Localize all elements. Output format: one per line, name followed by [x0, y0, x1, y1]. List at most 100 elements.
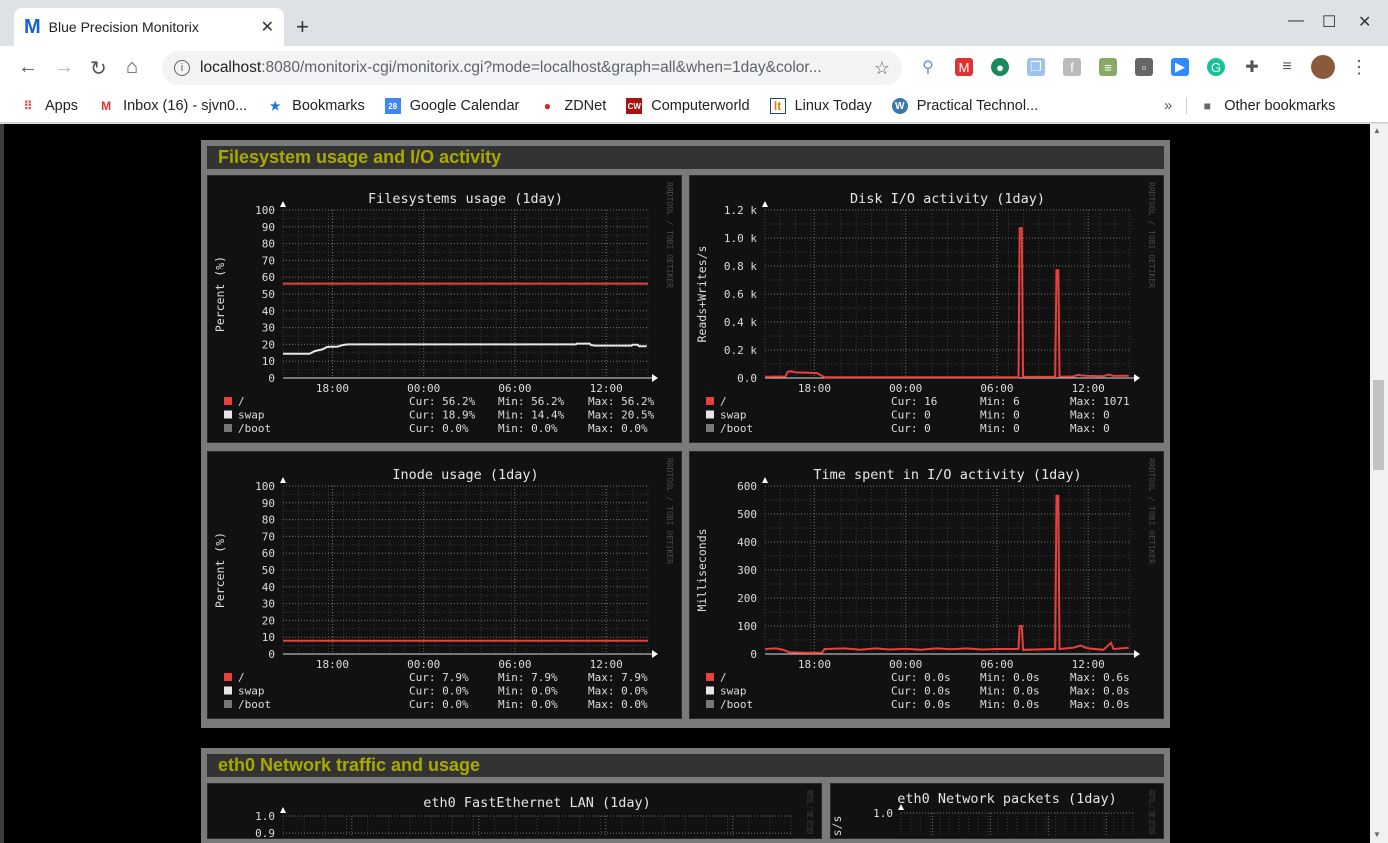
- x-tick-label: 18:00: [316, 658, 349, 671]
- y-tick-label: 50: [262, 564, 275, 577]
- home-button[interactable]: ⌂: [126, 56, 139, 78]
- bookmark-google-calendar[interactable]: 28 Google Calendar: [384, 98, 520, 114]
- y-axis-label: s/s: [831, 816, 844, 837]
- copy-extension-icon[interactable]: ❐: [1027, 58, 1045, 76]
- close-window-button[interactable]: ✕: [1358, 14, 1372, 31]
- bookmark-label: Google Calendar: [409, 98, 520, 114]
- legend-max: Max: 0.0s: [1070, 698, 1130, 711]
- rrdtool-watermark: RRDTOOL / TOBI OETIKER: [1147, 182, 1156, 288]
- bookmark-apps[interactable]: ⠿ Apps: [20, 98, 78, 114]
- legend-min: Min: 0.0s: [980, 671, 1040, 684]
- y-tick-label: 0: [750, 648, 757, 661]
- y-axis-label: Reads+Writes/s: [695, 246, 709, 343]
- y-tick-label: 0.9: [255, 827, 275, 838]
- y-axis-arrow-icon: [280, 201, 286, 207]
- y-axis-label: Percent (%): [213, 256, 227, 332]
- x-tick-label: 06:00: [498, 382, 531, 395]
- legend-max: Max: 20.5%: [588, 409, 655, 422]
- browser-tab[interactable]: M Blue Precision Monitorix ✕: [14, 8, 284, 46]
- search-extension-icon[interactable]: ⚲: [922, 59, 934, 76]
- scrollbar-thumb[interactable]: [1373, 380, 1384, 470]
- media-control-icon[interactable]: ≡: [1282, 58, 1292, 75]
- chart-svg: 1.0 eth0 Network packets (1day) s/s RRDTOOL…: [830, 790, 1156, 837]
- vertical-scrollbar[interactable]: [1370, 124, 1388, 843]
- legend-label: /boot: [238, 422, 271, 435]
- reload-button[interactable]: ↻: [90, 58, 107, 80]
- y-tick-label: 60: [262, 271, 275, 284]
- y-tick-label: 30: [262, 598, 275, 611]
- grammarly-icon[interactable]: G: [1207, 58, 1225, 76]
- legend-min: Min: 0.0%: [498, 685, 558, 698]
- chart-disk-io-activity: 0.0 0.2 k 0.4 k 0.6 k 0.8 k 1.0 k 1.2 k Disk I/…: [689, 175, 1164, 443]
- books-extension-icon[interactable]: ≡: [1099, 58, 1117, 76]
- x-tick-label: 18:00: [316, 382, 349, 395]
- rrdtool-watermark: RRDTOOL / TOBI OETIKER: [1147, 458, 1156, 564]
- bookmark-inbox[interactable]: M Inbox (16) - sjvn0...: [98, 98, 247, 114]
- legend-max: Max: 0: [1070, 422, 1110, 435]
- scroll-up-arrow-icon[interactable]: ▲: [1373, 126, 1381, 135]
- zdnet-icon: ●: [543, 99, 551, 113]
- maximize-button[interactable]: ☐: [1322, 14, 1337, 31]
- x-tick-label: 00:00: [889, 382, 922, 395]
- legend-max: Max: 0.0%: [588, 698, 648, 711]
- y-tick-label: 300: [737, 564, 757, 577]
- y-tick-label: 10: [262, 355, 275, 368]
- profile-avatar[interactable]: [1311, 55, 1335, 79]
- y-tick-label: 90: [262, 221, 275, 234]
- legend-cur: Cur: 0.0s: [891, 685, 951, 698]
- bookmark-star-icon[interactable]: ☆: [873, 57, 890, 78]
- scroll-down-arrow-icon[interactable]: ▼: [1373, 830, 1381, 839]
- legend-swatch: [706, 424, 714, 432]
- x-tick-label: 12:00: [1072, 658, 1105, 671]
- site-info-icon[interactable]: i: [174, 60, 190, 76]
- zoom-extension-icon[interactable]: ▶: [1171, 58, 1189, 76]
- legend-max: Max: 0.0%: [588, 685, 648, 698]
- y-tick-label: 40: [262, 581, 275, 594]
- gmail-checker-icon[interactable]: M: [955, 58, 973, 76]
- legend-swatch: [706, 673, 714, 681]
- other-bookmarks-label: Other bookmarks: [1224, 98, 1336, 114]
- computerworld-icon: CW: [626, 98, 643, 114]
- bookmark-practical-tech[interactable]: W Practical Technol...: [891, 98, 1038, 114]
- x-tick-label: 12:00: [590, 382, 623, 395]
- legend-label: /: [238, 395, 245, 408]
- extensions-puzzle-icon[interactable]: ✚: [1245, 59, 1259, 76]
- section-title: Filesystem usage and I/O activity: [207, 146, 1164, 169]
- other-bookmarks[interactable]: ■ Other bookmarks: [1186, 98, 1335, 114]
- y-tick-label: 0: [268, 648, 275, 661]
- x-tick-label: 06:00: [980, 382, 1013, 395]
- more-bookmarks-chevron-icon[interactable]: »: [1164, 98, 1173, 114]
- bookmark-linux-today[interactable]: lt Linux Today: [769, 98, 872, 114]
- bookmark-zdnet[interactable]: ● ZDNet: [539, 98, 607, 114]
- tab-close-icon[interactable]: ✕: [260, 19, 274, 36]
- hangouts-extension-icon[interactable]: ●: [991, 58, 1009, 76]
- y-tick-label: 80: [262, 238, 275, 251]
- y-axis-arrow-icon: [280, 477, 286, 483]
- new-tab-button[interactable]: +: [296, 14, 309, 39]
- chart-svg: 0 100 200 300 400 500 600 Time spent in I/O act…: [695, 458, 1156, 711]
- url-host: localhost: [200, 59, 262, 76]
- bookmark-computerworld[interactable]: CW Computerworld: [626, 98, 750, 114]
- url-path: :8080/monitorix-cgi/monitorix.cgi?mode=l…: [261, 59, 822, 76]
- y-axis-label: Milliseconds: [695, 528, 709, 611]
- minimize-button[interactable]: —: [1288, 12, 1304, 29]
- chart-title: Filesystems usage (1day): [368, 191, 563, 207]
- legend-swatch: [706, 397, 714, 405]
- legend-cur: Cur: 0.0%: [409, 422, 469, 435]
- legend-swatch: [224, 424, 232, 432]
- chart-filesystems-usage: 0 10 20 30 40 50 60 70 80 90 100 Filesystems usage …: [207, 175, 682, 443]
- menu-kebab-icon[interactable]: ⋮: [1350, 56, 1368, 77]
- y-tick-label: 80: [262, 514, 275, 527]
- bookmark-label: Apps: [45, 98, 79, 114]
- y-axis-arrow-icon: [898, 804, 904, 810]
- legend-label: /boot: [238, 698, 271, 711]
- address-bar[interactable]: i localhost:8080/monitorix-cgi/monitorix…: [162, 51, 902, 85]
- font-extension-icon[interactable]: f: [1063, 58, 1081, 76]
- bookmark-bookmarks[interactable]: ★ Bookmarks: [267, 98, 365, 114]
- legend-cur: Cur: 56.2%: [409, 395, 476, 408]
- series-line-swap: [283, 342, 647, 355]
- y-tick-label: 60: [262, 547, 275, 560]
- keep-extension-icon[interactable]: ▫: [1135, 58, 1153, 76]
- forward-button[interactable]: →: [54, 56, 74, 78]
- back-button[interactable]: ←: [18, 56, 38, 78]
